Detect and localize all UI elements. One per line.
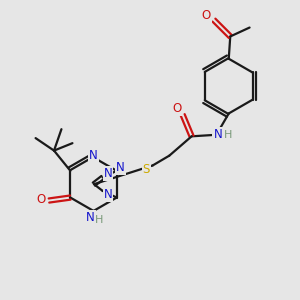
Text: H: H (95, 215, 104, 225)
Text: O: O (202, 9, 211, 22)
Text: O: O (173, 103, 182, 116)
Text: N: N (89, 148, 98, 162)
Text: H: H (224, 130, 232, 140)
Text: N: N (213, 128, 222, 141)
Text: N: N (103, 188, 112, 201)
Text: N: N (86, 211, 95, 224)
Text: N: N (116, 161, 124, 174)
Text: S: S (142, 163, 150, 176)
Text: O: O (36, 194, 45, 206)
Text: N: N (103, 167, 112, 180)
